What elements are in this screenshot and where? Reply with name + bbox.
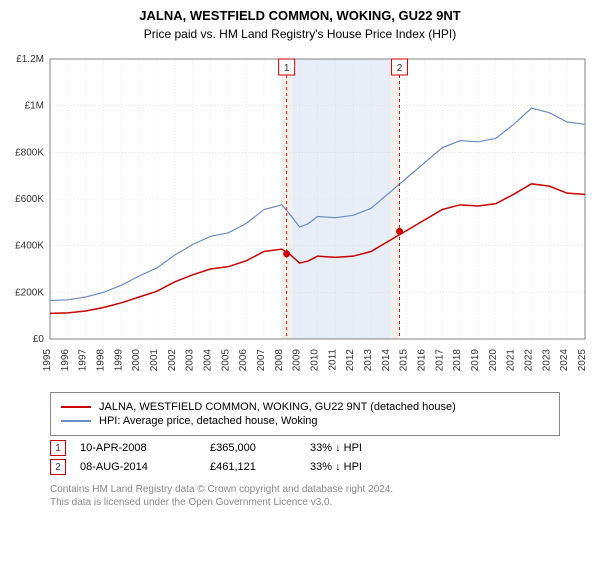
svg-text:2013: 2013 (363, 349, 374, 372)
legend-swatch-hpi (61, 420, 91, 422)
legend-row-subject: JALNA, WESTFIELD COMMON, WOKING, GU22 9N… (61, 401, 549, 413)
marker-price-1: £365,000 (210, 442, 310, 454)
svg-text:2014: 2014 (381, 349, 392, 372)
marker-date-1: 10-APR-2008 (80, 442, 210, 454)
svg-text:£0: £0 (33, 334, 45, 345)
legend-swatch-subject (61, 406, 91, 408)
svg-text:£800K: £800K (15, 147, 44, 158)
chart-area: £0 £200K £400K £600K £800K £1M £1.2M 1995 1996 19… (0, 49, 600, 384)
svg-text:2012: 2012 (345, 349, 356, 372)
svg-text:2023: 2023 (541, 349, 552, 372)
svg-text:1996: 1996 (60, 349, 71, 372)
svg-text:2005: 2005 (220, 349, 231, 372)
svg-text:2015: 2015 (399, 349, 410, 372)
legend-row-hpi: HPI: Average price, detached house, Woki… (61, 415, 549, 427)
svg-text:2021: 2021 (506, 349, 517, 372)
svg-text:2011: 2011 (327, 349, 338, 371)
marker-price-2: £461,121 (210, 461, 310, 473)
svg-text:1995: 1995 (42, 349, 53, 372)
marker-pct-2: 33% ↓ HPI (310, 461, 410, 473)
svg-text:£200K: £200K (15, 287, 44, 298)
marker-row-1: 1 10-APR-2008 £365,000 33% ↓ HPI (50, 440, 560, 456)
svg-text:1: 1 (284, 63, 290, 74)
svg-text:2024: 2024 (559, 349, 570, 372)
svg-text:2008: 2008 (274, 349, 285, 372)
svg-text:2002: 2002 (167, 349, 178, 372)
svg-text:2022: 2022 (524, 349, 535, 372)
svg-text:£400K: £400K (15, 241, 44, 252)
footer-line-1: Contains HM Land Registry data © Crown c… (50, 483, 560, 496)
svg-text:1998: 1998 (96, 349, 107, 372)
svg-text:£600K: £600K (15, 194, 44, 205)
marker-row-2: 2 08-AUG-2014 £461,121 33% ↓ HPI (50, 459, 560, 475)
marker-box-2: 2 (50, 459, 66, 475)
legend-label-subject: JALNA, WESTFIELD COMMON, WOKING, GU22 9N… (99, 401, 456, 413)
svg-text:2025: 2025 (577, 349, 588, 372)
svg-text:2020: 2020 (488, 349, 499, 372)
marker-pct-1: 33% ↓ HPI (310, 442, 410, 454)
svg-text:£1.2M: £1.2M (16, 54, 44, 65)
svg-text:2006: 2006 (238, 349, 249, 372)
legend: JALNA, WESTFIELD COMMON, WOKING, GU22 9N… (50, 392, 560, 436)
svg-text:£1M: £1M (25, 101, 44, 112)
svg-text:2018: 2018 (452, 349, 463, 372)
line-chart: £0 £200K £400K £600K £800K £1M £1.2M 1995 1996 19… (0, 49, 600, 379)
legend-label-hpi: HPI: Average price, detached house, Woki… (99, 415, 318, 427)
chart-title: JALNA, WESTFIELD COMMON, WOKING, GU22 9N… (0, 8, 600, 23)
marker-box-1: 1 (50, 440, 66, 456)
svg-text:2009: 2009 (292, 349, 303, 372)
svg-text:2000: 2000 (131, 349, 142, 372)
svg-text:2010: 2010 (310, 349, 321, 372)
svg-text:2001: 2001 (149, 349, 160, 372)
footer-line-2: This data is licensed under the Open Gov… (50, 496, 560, 509)
marker-table: 1 10-APR-2008 £365,000 33% ↓ HPI 2 08-AU… (50, 440, 560, 475)
chart-subtitle: Price paid vs. HM Land Registry's House … (0, 27, 600, 41)
svg-text:1997: 1997 (78, 349, 89, 372)
svg-text:2: 2 (397, 63, 403, 74)
svg-text:1999: 1999 (113, 349, 124, 372)
svg-text:2004: 2004 (203, 349, 214, 372)
svg-text:2003: 2003 (185, 349, 196, 372)
svg-text:2017: 2017 (434, 349, 445, 372)
footer: Contains HM Land Registry data © Crown c… (50, 483, 560, 509)
svg-text:2007: 2007 (256, 349, 267, 372)
marker-date-2: 08-AUG-2014 (80, 461, 210, 473)
svg-text:2019: 2019 (470, 349, 481, 372)
svg-text:2016: 2016 (417, 349, 428, 372)
